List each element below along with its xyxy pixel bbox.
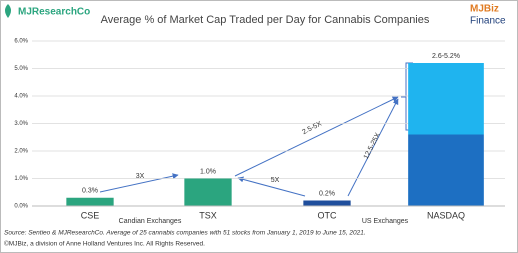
y-tick-label: 6.0% bbox=[14, 39, 28, 45]
y-tick-label: 1.0% bbox=[14, 176, 28, 182]
annotation: 12.5-25X bbox=[363, 132, 382, 161]
logo-icon bbox=[5, 4, 11, 18]
logo-right: MJBiz bbox=[470, 4, 499, 15]
y-tick-label: 4.0% bbox=[14, 94, 28, 100]
arrow bbox=[237, 176, 306, 197]
chart-title: Average % of Market Cap Traded per Day f… bbox=[101, 14, 430, 26]
logo-right-sub: Finance bbox=[470, 16, 506, 27]
bar-segment bbox=[408, 63, 484, 135]
y-tick-label: 2.0% bbox=[14, 149, 28, 155]
group-label: US Exchanges bbox=[362, 218, 409, 225]
annotation: 5X bbox=[271, 177, 280, 184]
x-tick-label: NASDAQ bbox=[427, 210, 465, 220]
bar bbox=[66, 197, 114, 206]
bar bbox=[303, 200, 351, 206]
y-tick-label: 3.0% bbox=[14, 121, 28, 127]
copyright: ©MJBiz, a division of Anne Holland Ventu… bbox=[4, 240, 205, 248]
x-tick-label: TSX bbox=[199, 210, 217, 220]
bar bbox=[184, 178, 232, 206]
source: Source: Sentieo & MJResearchCo. Average … bbox=[4, 230, 366, 237]
arrows bbox=[99, 62, 413, 197]
x-tick-label: OTC bbox=[318, 210, 337, 220]
x-tick-label: CSE bbox=[81, 210, 100, 220]
y-tick-label: 5.0% bbox=[14, 66, 28, 72]
annotation: 3X bbox=[136, 173, 145, 180]
y-tick-label: 0.0% bbox=[14, 204, 28, 210]
value-label: 0.3% bbox=[82, 188, 98, 195]
logo-left: MJResearchCo bbox=[18, 7, 90, 18]
value-label: 2.6-5.2% bbox=[432, 53, 460, 60]
value-label: 1.0% bbox=[200, 168, 216, 175]
arrow bbox=[234, 96, 399, 177]
value-label: 0.2% bbox=[319, 190, 335, 197]
arrow bbox=[99, 173, 179, 193]
bar bbox=[408, 134, 484, 206]
annotation: 2.5-5X bbox=[301, 120, 323, 136]
arrow bbox=[347, 98, 399, 197]
group-label: Candian Exchanges bbox=[119, 218, 182, 225]
